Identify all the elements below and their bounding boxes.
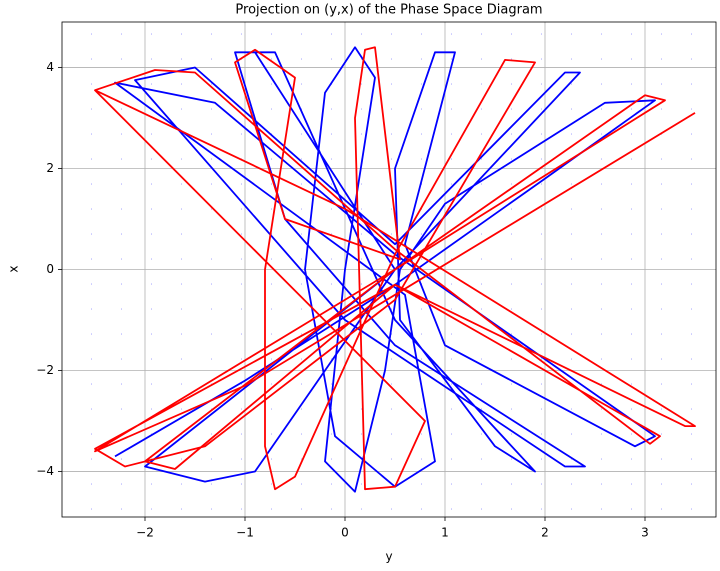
y-tick-label: −2 (36, 363, 54, 377)
trajectory (94, 46, 696, 491)
x-tick-label: 0 (341, 526, 349, 540)
chart-title: Projection on (y,x) of the Phase Space D… (235, 3, 542, 18)
x-tick-label: 2 (541, 526, 549, 540)
x-tick-label: −1 (236, 526, 254, 540)
y-axis-label: x (7, 265, 21, 272)
y-tick-label: 2 (46, 161, 54, 175)
x-tick-label: −2 (136, 526, 154, 540)
y-tick-label: 4 (46, 60, 54, 74)
x-tick-label: 3 (641, 526, 649, 540)
y-tick-label: −4 (36, 464, 54, 478)
y-tick-label: 0 (46, 262, 54, 276)
x-tick-label: 1 (441, 526, 449, 540)
x-axis-label: y (385, 550, 392, 564)
trajectory (114, 46, 656, 493)
